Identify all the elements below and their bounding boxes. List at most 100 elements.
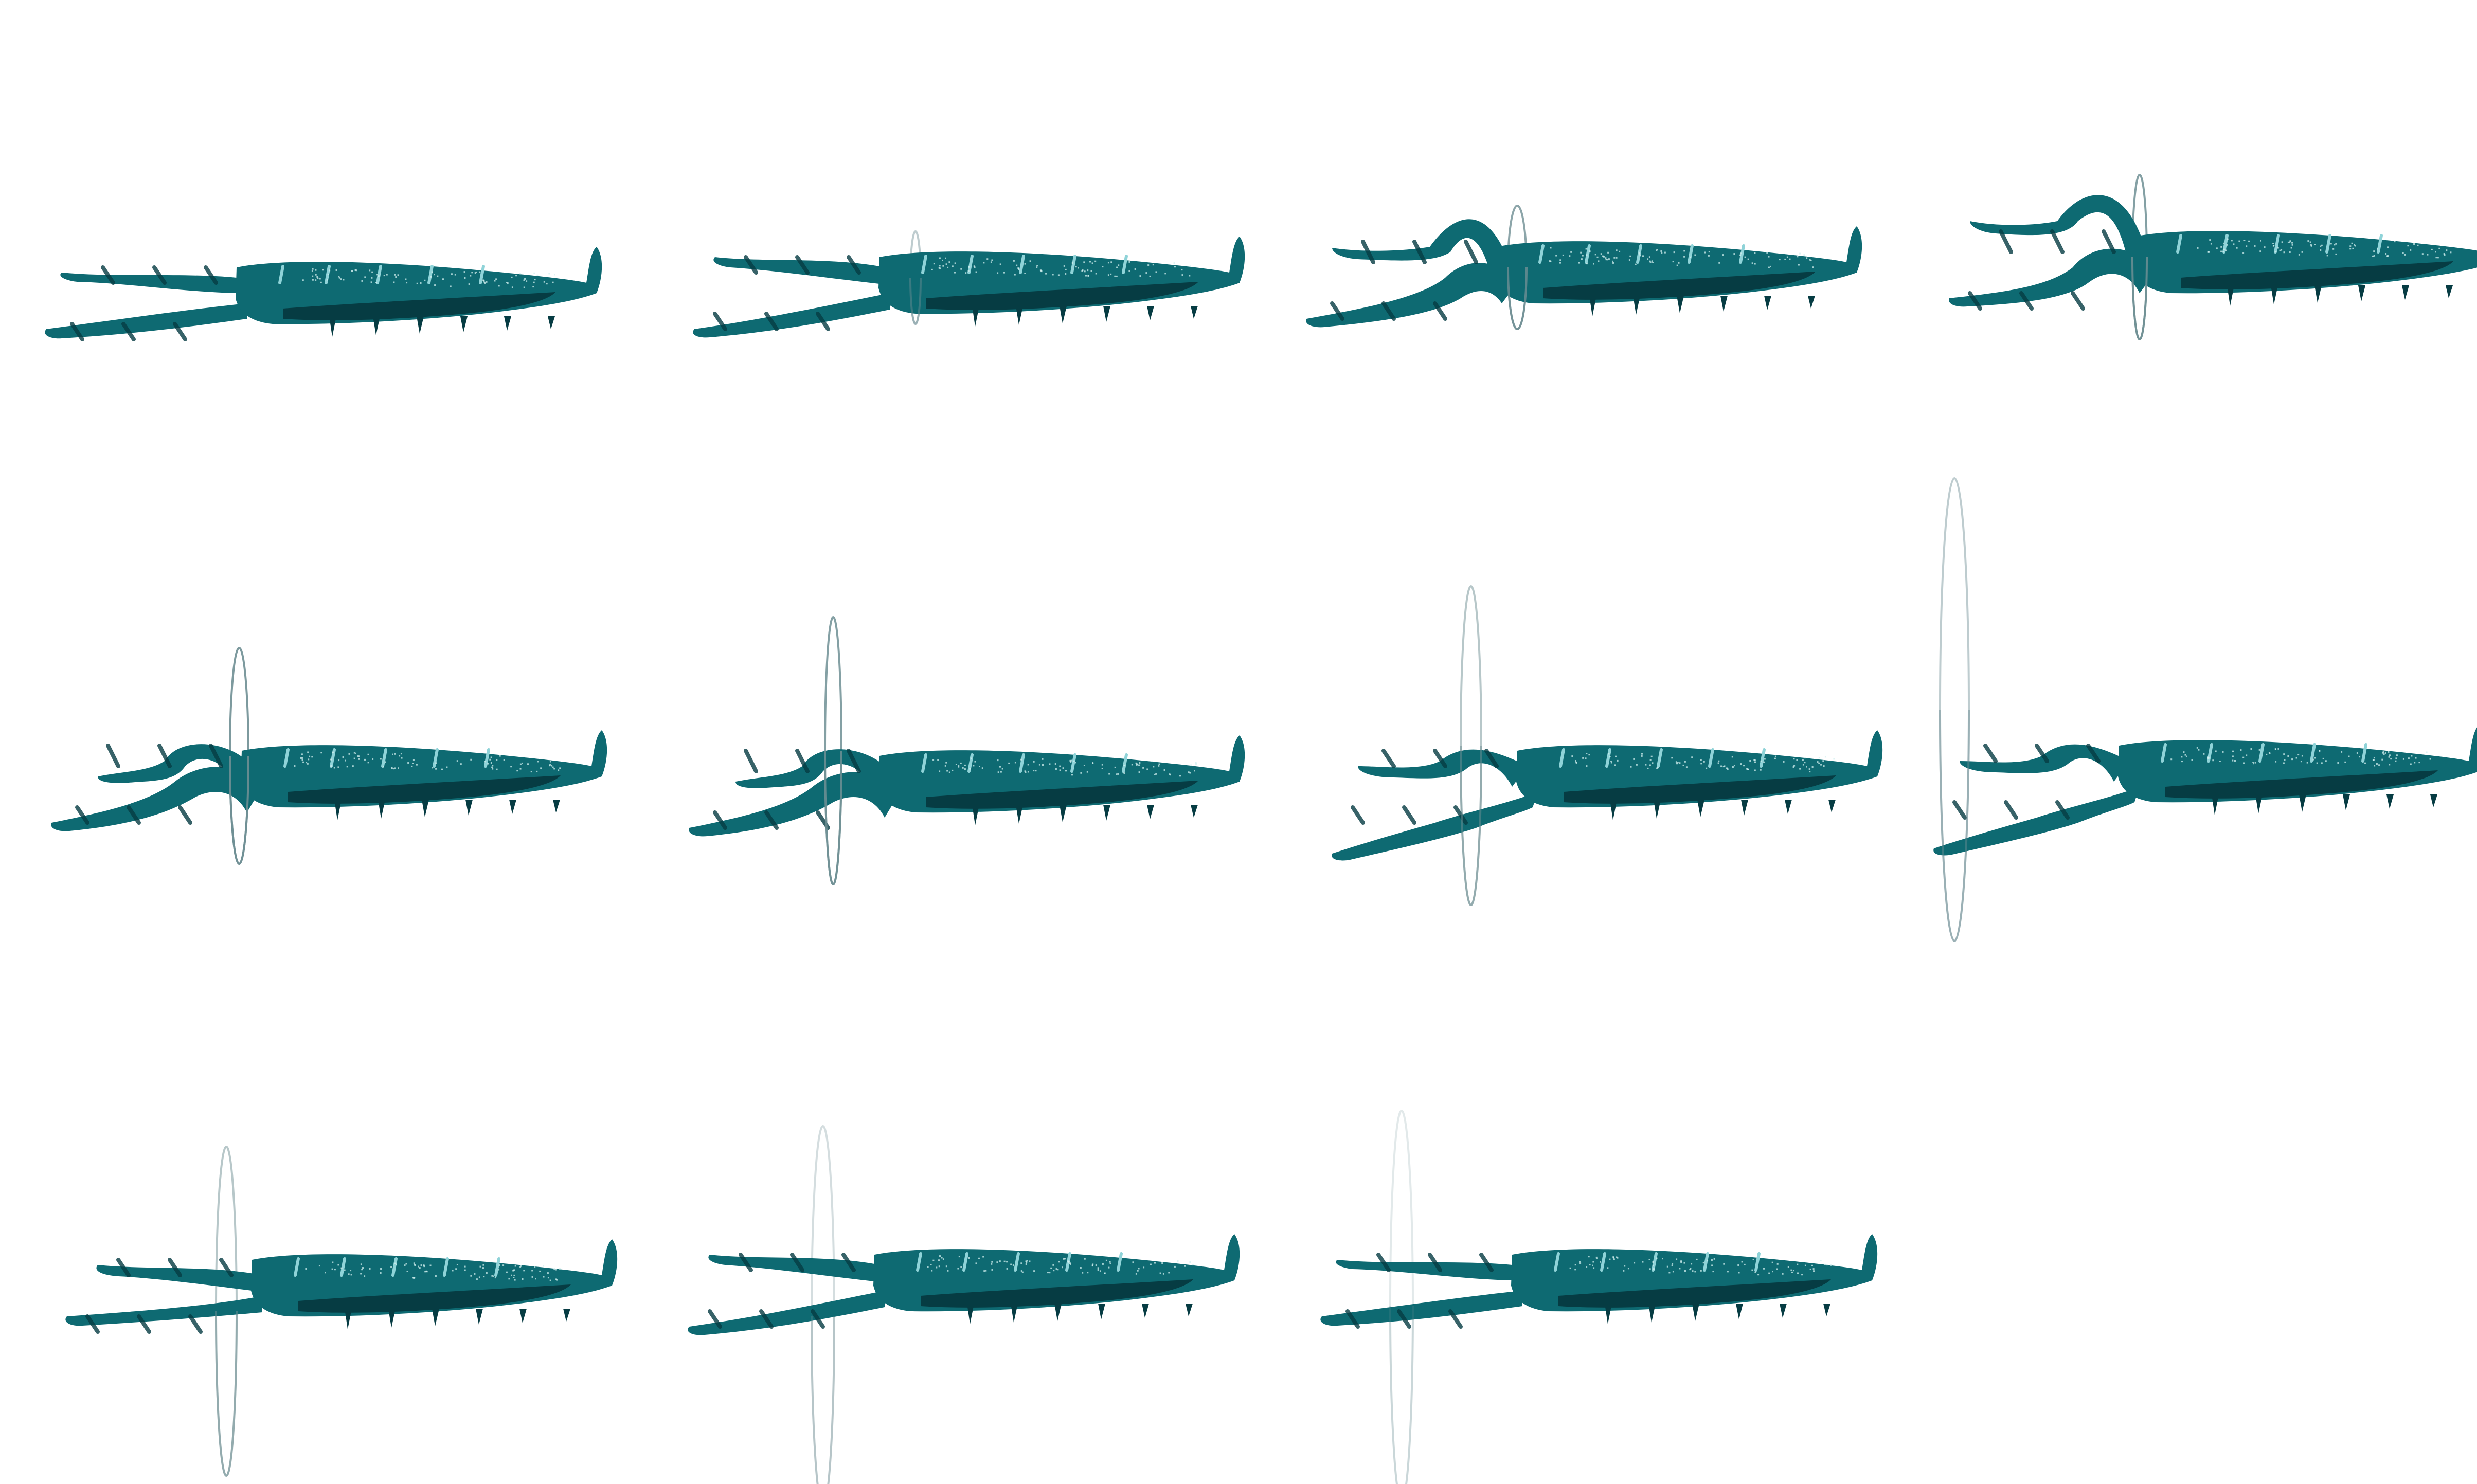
skin-speckle (1065, 770, 1067, 772)
skin-speckle (1823, 765, 1825, 767)
creature-leg (1780, 1304, 1787, 1318)
skin-speckle (1784, 258, 1786, 260)
creature-leg (2212, 794, 2219, 815)
skin-speckle (1153, 766, 1155, 768)
skin-speckle (452, 1270, 454, 1272)
skin-speckle (1064, 1258, 1066, 1260)
skin-speckle (404, 1264, 406, 1266)
creature-leg (1098, 1304, 1105, 1319)
creature-body-group (1949, 195, 2477, 311)
skin-speckle (302, 279, 304, 281)
skin-speckle (371, 277, 373, 279)
skin-speckle (1075, 266, 1077, 268)
creature-leg (1016, 306, 1023, 325)
skin-speckle (2444, 254, 2446, 256)
skin-speckle (2258, 749, 2260, 751)
skin-speckle (2260, 240, 2261, 242)
skin-speckle (1649, 260, 1651, 262)
portal-ring-front (811, 1316, 835, 1484)
skin-speckle (1084, 270, 1086, 273)
skin-speckle (983, 262, 985, 264)
creature-belly (288, 775, 561, 804)
skin-speckle (1057, 274, 1060, 276)
claw-stripe (70, 322, 84, 341)
skin-speckle (450, 285, 452, 287)
back-highlight (1708, 748, 1714, 768)
skin-speckle (1605, 257, 1607, 259)
skin-speckle (1013, 260, 1015, 262)
back-highlight (1122, 753, 1128, 773)
back-highlight (484, 748, 490, 768)
skin-speckle (1108, 773, 1110, 775)
skin-speckle (1083, 765, 1085, 766)
skin-speckle (1006, 1268, 1008, 1270)
creature-leg (345, 1309, 352, 1329)
skin-speckle (1772, 1271, 1773, 1273)
skin-speckle (559, 767, 561, 769)
creature-leg (1764, 296, 1771, 310)
skin-speckle (482, 1264, 484, 1266)
skin-speckle (317, 277, 319, 279)
skin-speckle (2335, 253, 2337, 255)
skin-speckle (1047, 1272, 1049, 1274)
creature-leg (1828, 800, 1836, 812)
skin-speckle (1001, 768, 1003, 770)
creature-sprite (1949, 174, 2477, 340)
skin-speckle (397, 274, 399, 276)
claw-stripe (1464, 240, 1478, 264)
back-highlight (1703, 1252, 1709, 1272)
skin-speckle (1082, 1272, 1084, 1274)
skin-speckle (1092, 762, 1094, 764)
creature-leg (334, 800, 342, 820)
skin-speckle (547, 1277, 549, 1279)
skin-speckle (1087, 269, 1089, 272)
lower-claw (1933, 787, 2140, 856)
lower-claw (1320, 1291, 1522, 1326)
skin-speckle (1607, 251, 1609, 254)
back-highlight (1117, 1252, 1123, 1272)
skin-speckle (964, 768, 966, 770)
skin-speckle (1679, 1268, 1681, 1270)
skin-speckle (1080, 1267, 1082, 1269)
skin-speckle (2404, 254, 2406, 256)
skin-speckle (350, 1270, 352, 1272)
skin-speckle (1586, 263, 1588, 265)
skin-speckle (1095, 1264, 1097, 1266)
skin-speckle (393, 768, 395, 770)
skin-speckle (1653, 1268, 1655, 1270)
skin-speckle (947, 266, 949, 268)
skin-speckle (406, 1271, 408, 1272)
skin-speckle (1138, 771, 1140, 773)
skin-speckle (1592, 1264, 1593, 1266)
skin-speckle (400, 753, 402, 755)
skin-speckle (476, 1278, 478, 1280)
skin-speckle (997, 759, 999, 762)
skin-speckle (945, 762, 947, 764)
skin-speckle (1105, 1259, 1107, 1261)
skin-speckle (1054, 763, 1056, 765)
creature-leg (2358, 285, 2365, 301)
skin-speckle (405, 278, 407, 280)
skin-speckle (2349, 248, 2352, 250)
skin-speckle (523, 286, 525, 288)
skin-speckle (2326, 255, 2328, 257)
skin-speckle (2386, 255, 2389, 257)
creature-leg (2430, 794, 2437, 807)
skin-speckle (1636, 764, 1638, 766)
skin-speckle (1089, 261, 1091, 263)
claw-stripe (219, 1258, 234, 1277)
skin-speckle (318, 1265, 320, 1267)
skin-speckle (1713, 1258, 1715, 1260)
skin-speckle (1027, 771, 1029, 773)
skin-speckle (386, 274, 388, 276)
skin-speckle (1826, 1264, 1828, 1266)
creature-leg (2271, 285, 2278, 304)
creature-body-group (1306, 219, 1862, 328)
skin-speckle (391, 767, 393, 769)
skin-speckle (1754, 769, 1756, 771)
skin-speckle (960, 1266, 962, 1268)
skin-speckle (985, 1270, 987, 1272)
skin-speckle (1097, 1267, 1099, 1269)
skin-speckle (506, 282, 508, 283)
